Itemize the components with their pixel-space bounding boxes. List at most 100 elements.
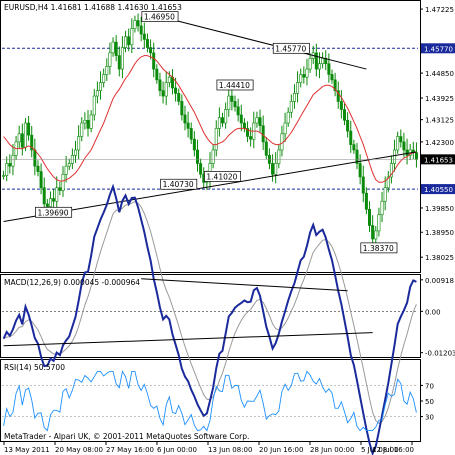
price-annotation-box-1 — [272, 42, 310, 54]
level-tag-0: 1.45770 — [424, 45, 453, 53]
price-axis: 1.47225 1.44850 1.43925 1.43125 1.42300 1.416… — [2, 6, 455, 262]
candle-body — [92, 95, 96, 116]
candle-body — [74, 149, 78, 156]
price-annotation-3: 1.40730 — [163, 180, 194, 189]
price-trendline-1 — [159, 16, 367, 70]
macd-trendline-0 — [3, 332, 373, 347]
candle-body — [42, 187, 46, 205]
candle-body — [8, 163, 12, 167]
macd-panel: 0.00918 0.00 -0.01203 — [2, 183, 455, 455]
price-annotation-box-5 — [35, 206, 73, 218]
time-tick-label: 5 Jul 08:00 — [361, 446, 399, 454]
candle-body — [330, 74, 334, 81]
candle-body — [108, 52, 112, 67]
candle-body — [386, 176, 390, 189]
candle-body — [139, 25, 143, 35]
price-annotation-box-0 — [141, 11, 179, 22]
candle-body — [349, 130, 353, 145]
candle-body — [77, 136, 81, 151]
price-tick-label: 1.43125 — [425, 117, 454, 125]
candle-body — [17, 133, 21, 143]
main-panel: 1.45770 1.40550 1.46950 1.45770 1.44410 1.407… — [2, 11, 455, 254]
candle-body — [377, 214, 381, 232]
candle-body — [371, 225, 375, 240]
candle-body — [95, 90, 99, 97]
candle-body — [255, 117, 259, 124]
time-tick-label: 13 Jun 08:00 — [208, 446, 252, 454]
candle-body — [414, 152, 418, 160]
candle-body — [102, 74, 106, 83]
candle-body — [289, 101, 293, 113]
level-tag-bg-0 — [421, 43, 455, 54]
candle-body — [152, 52, 156, 70]
candle-body — [142, 33, 146, 40]
candle-body — [364, 192, 368, 210]
candle-body — [23, 122, 27, 148]
candle-body — [342, 109, 346, 121]
candle-body — [299, 74, 303, 83]
candle-body — [396, 136, 400, 151]
time-tick-label: 27 May 16:00 — [106, 446, 154, 454]
candle-body — [105, 66, 109, 75]
candle-body — [11, 155, 15, 167]
price-tick-label: 1.42300 — [425, 139, 454, 147]
candle-body — [274, 163, 278, 175]
rsi-tick-label: 70 — [425, 382, 434, 390]
candle-body — [27, 122, 31, 136]
candle-body — [399, 136, 403, 143]
candle-body — [383, 187, 387, 202]
candle-body — [111, 41, 115, 54]
candle-body — [80, 122, 84, 137]
rsi-tick-label: 50 — [425, 398, 434, 406]
candle-body — [405, 149, 409, 156]
candle-body — [83, 120, 87, 124]
candle-body — [361, 176, 365, 194]
current-price-bg — [421, 154, 455, 165]
candle-body — [286, 111, 290, 124]
candle-body — [45, 203, 49, 207]
footer-copyright: MetaTrader - Alpari UK, © 2001-2011 Meta… — [4, 432, 249, 441]
candle-body — [221, 117, 225, 124]
time-tick-label: 20 May 08:00 — [55, 446, 103, 454]
candle-body — [183, 114, 187, 124]
rsi-line — [3, 370, 417, 432]
candle-body — [89, 114, 93, 129]
candle-body — [130, 28, 134, 46]
rsi-panel: 70 50 30 — [2, 370, 434, 432]
price-tick-label: 1.38025 — [425, 254, 454, 262]
level-tag-bg-1 — [421, 184, 455, 195]
candle-body — [55, 187, 59, 202]
candle-body — [305, 68, 309, 78]
candle-body — [167, 76, 171, 83]
price-annotation-box-2 — [216, 79, 254, 91]
candle-body — [333, 79, 337, 91]
candle-body — [164, 82, 168, 97]
price-tick-label: 1.38950 — [425, 229, 454, 237]
candle-body — [136, 20, 140, 27]
price-tick-label: 1.44850 — [425, 70, 454, 78]
candle-body — [389, 163, 393, 178]
candle-body — [346, 120, 350, 132]
candle-body — [145, 39, 149, 48]
candle-body — [242, 122, 246, 129]
price-annotation-4: 1.41020 — [206, 172, 237, 181]
candle-body — [352, 144, 356, 151]
price-annotation-0: 1.46950 — [144, 12, 175, 21]
candle-body — [177, 93, 181, 102]
candle-body — [133, 20, 137, 29]
price-annotation-box-4 — [204, 171, 241, 182]
price-tick-label: 1.39850 — [425, 205, 454, 213]
candle-body — [195, 149, 199, 164]
candle-body — [114, 41, 118, 56]
price-annotation-box-6 — [360, 242, 398, 254]
candle-body — [217, 117, 221, 129]
candle-body — [239, 114, 243, 124]
time-tick-label: 13 May 2011 — [4, 446, 50, 454]
macd-tick-label: 0.00918 — [425, 277, 454, 285]
macd-tick-label: 0.00 — [425, 308, 441, 316]
candle-body — [149, 47, 153, 54]
candle-body — [180, 101, 184, 116]
candle-body — [314, 52, 318, 70]
candle-body — [186, 122, 190, 129]
